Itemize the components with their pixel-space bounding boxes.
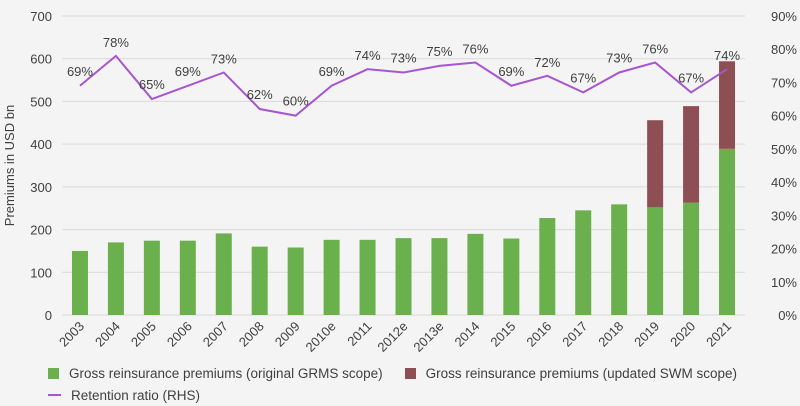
y-tick-label: 300: [30, 180, 52, 195]
legend-swatch-green: [48, 367, 59, 379]
x-tick-label: 2019: [631, 319, 662, 350]
data-label: 73%: [211, 51, 237, 66]
bar-original-scope: [71, 250, 88, 315]
y2-tick-label: 60%: [771, 109, 797, 124]
data-label: 69%: [67, 64, 93, 79]
y2-tick-label: 90%: [771, 9, 797, 24]
y-tick-label: 700: [30, 9, 52, 24]
x-tick-label: 2015: [487, 319, 518, 350]
x-tick-label: 2003: [56, 319, 87, 350]
data-label: 75%: [426, 44, 452, 59]
x-tick-label: 2012e: [374, 319, 410, 355]
y2-tick-label: 40%: [771, 175, 797, 190]
bar-original-scope: [539, 218, 556, 315]
bar-original-scope: [683, 202, 700, 315]
x-tick-label: 2010e: [303, 319, 339, 355]
x-tick-label: 2007: [200, 319, 231, 350]
x-tick-label: 2013e: [410, 319, 446, 355]
bar-original-scope: [359, 239, 376, 315]
data-label: 73%: [606, 50, 632, 65]
bar-original-scope: [107, 242, 124, 315]
bar-original-scope: [431, 238, 448, 315]
y-tick-label: 500: [30, 94, 52, 109]
legend-label: Retention ratio (RHS): [71, 387, 201, 403]
x-tick-label: 2008: [236, 319, 267, 350]
legend-swatch-maroon: [404, 367, 416, 379]
y-tick-label: 600: [30, 52, 52, 67]
bar-original-scope: [647, 207, 664, 315]
y-tick-label: 200: [30, 223, 52, 238]
x-tick-label: 2020: [667, 319, 698, 350]
data-label: 62%: [247, 87, 273, 102]
legend-item-original-scope: Gross reinsurance premiums (original GRM…: [48, 366, 383, 381]
data-label: 69%: [175, 64, 201, 79]
data-label: 72%: [534, 55, 560, 70]
x-tick-label: 2004: [92, 319, 123, 350]
bar-original-scope: [251, 246, 268, 315]
legend-item-retention: Retention ratio (RHS): [48, 388, 200, 403]
legend: Gross reinsurance premiums (original GRM…: [48, 362, 759, 406]
legend-label: Gross reinsurance premiums (updated SWM …: [425, 365, 737, 381]
data-label: 67%: [678, 70, 704, 85]
x-tick-label: 2016: [523, 319, 554, 350]
data-label: 76%: [642, 42, 668, 57]
y-tick-label: 100: [30, 265, 52, 280]
y2-tick-label: 70%: [771, 75, 797, 90]
bar-updated-scope: [683, 106, 700, 203]
y-axis-label: Premiums in USD bn: [2, 105, 17, 226]
x-tick-label: 2005: [128, 319, 159, 350]
bar-original-scope: [323, 239, 340, 315]
data-label: 74%: [355, 48, 381, 63]
data-label: 74%: [714, 48, 740, 63]
y2-tick-label: 20%: [771, 242, 797, 257]
bar-original-scope: [503, 238, 520, 315]
y2-tick-label: 0%: [778, 308, 797, 323]
data-label: 73%: [390, 50, 416, 65]
bar-original-scope: [215, 233, 232, 315]
data-label: 78%: [103, 35, 129, 50]
x-tick-label: 2021: [703, 319, 734, 350]
bar-updated-scope: [647, 120, 664, 208]
y2-tick-label: 30%: [771, 208, 797, 223]
data-label: 67%: [570, 70, 596, 85]
bar-updated-scope: [719, 61, 736, 149]
data-label: 65%: [139, 77, 165, 92]
retention-line: [79, 54, 728, 117]
data-label: 60%: [283, 94, 309, 109]
bar-original-scope: [143, 240, 160, 315]
x-tick-label: 2017: [559, 319, 590, 350]
data-label: 69%: [498, 64, 524, 79]
y-tick-label: 400: [30, 137, 52, 152]
legend-line-purple: [48, 394, 61, 396]
x-tick-label: 2009: [272, 319, 303, 350]
bar-original-scope: [719, 148, 736, 315]
bar-original-scope: [467, 233, 484, 315]
y-tick-label: 0: [45, 308, 52, 323]
data-label: 69%: [319, 64, 345, 79]
y2-tick-label: 50%: [771, 142, 797, 157]
x-tick-label: 2014: [451, 319, 482, 350]
y2-tick-label: 10%: [771, 275, 797, 290]
bar-original-scope: [611, 204, 628, 315]
bar-original-scope: [395, 238, 412, 315]
legend-item-updated-scope: Gross reinsurance premiums (updated SWM …: [404, 365, 737, 381]
x-tick-label: 2018: [595, 319, 626, 350]
x-tick-label: 2011: [344, 319, 374, 349]
bar-original-scope: [575, 210, 592, 315]
legend-label: Gross reinsurance premiums (original GRM…: [69, 365, 383, 381]
bar-original-scope: [287, 247, 304, 315]
y2-tick-label: 80%: [771, 42, 797, 57]
bar-original-scope: [179, 240, 196, 315]
data-label: 76%: [462, 42, 488, 57]
x-tick-label: 2006: [164, 319, 195, 350]
